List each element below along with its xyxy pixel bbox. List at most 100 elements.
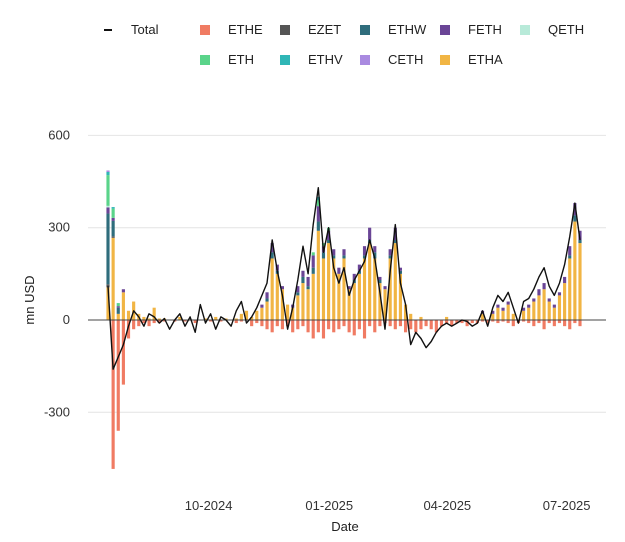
bar-etha [445,316,449,320]
bar-etha [506,304,510,320]
bar-etha [178,316,182,320]
bar-ethe [332,320,336,333]
bar-ethe [142,320,146,324]
bar-ethe [316,320,320,333]
bar-ethw [316,221,320,231]
bar-ethe [424,320,428,327]
bar-ethe [362,320,367,339]
bar-ethe [496,320,500,324]
bar-etha [357,273,361,320]
bar-ethe [357,320,361,330]
bar-ethe [280,320,285,330]
bar-feth [306,276,310,287]
bar-feth [301,270,305,277]
bar-ethe [306,320,310,333]
bar-etha [542,289,546,320]
bar-ethe [265,320,269,330]
bar-ethe [368,320,372,327]
y-tick-label: 300 [48,220,70,235]
legend-label: ETHE [228,22,263,37]
bar-ethe [419,320,423,330]
bar-ethe [403,320,408,333]
bar-etha [142,316,146,320]
bar-ethe [434,320,438,333]
bar-eth [106,175,110,206]
bar-ethe [337,320,341,330]
bar-etha [337,273,341,320]
legend-swatch [440,55,450,65]
bar-etha [244,310,249,320]
bar-etha [265,301,269,320]
bar-ethe [183,320,187,322]
bar-ethw [573,215,577,222]
legend-item-total: Total [104,22,159,37]
bar-etha [214,316,218,320]
bar-etha [306,289,310,320]
bar-eth [116,303,120,307]
bar-etha [285,304,290,320]
bar-ethe [234,320,238,324]
legend-swatch [280,25,290,35]
legend-label: Total [131,22,159,37]
bar-etha [532,301,536,320]
bar-etha [321,258,326,320]
bar-etha [152,307,156,320]
x-tick-label: 07-2025 [543,498,591,513]
bar-etha [327,243,331,320]
bar-feth [311,255,315,268]
bar-feth [332,249,336,256]
bar-ethe [532,320,536,327]
bar-etha [403,304,408,320]
bar-etha [352,283,356,320]
legend-label: EZET [308,22,341,37]
y-gridlines [88,134,606,413]
bar-feth [542,283,546,290]
bar-etha [121,292,125,320]
bar-feth [537,289,541,296]
bar-feth [111,217,115,221]
bar-etha [491,313,495,320]
bar-ethe [568,320,572,330]
bar-ethe [219,320,223,322]
bar-ethe [152,320,156,324]
legend-item-eth: ETH [200,52,254,67]
bar-ethw [327,240,331,244]
bar-etha [147,318,151,320]
bar-feth [557,292,562,296]
legend-item-feth: FETH [440,22,502,37]
bar-ezet [106,284,110,288]
bar-ethw [378,280,382,284]
bar-feth [398,267,403,271]
bar-etha [378,283,382,320]
bar-ethw [578,240,582,244]
bar-etha [106,287,110,320]
total-line-layer [107,186,581,370]
bar-etha [342,258,346,320]
bar-etha [383,289,387,320]
bar-feth [547,298,551,302]
bar-ethe [445,320,449,324]
bar-ethe [542,320,546,330]
bar-etha [527,307,531,320]
bar-etha [255,310,259,320]
bar-feth [378,276,382,280]
bar-ethe [537,320,541,324]
bar-etha [234,318,238,320]
bar-ethe [239,320,243,322]
bar-ethe [121,320,125,385]
bar-etha [568,258,572,320]
bar-etha [373,258,377,320]
bar-ethe [480,320,485,322]
legend-label: FETH [468,22,502,37]
bar-etha [552,307,556,320]
bar-feth [532,298,536,302]
bar-ethe [414,320,418,333]
bar-etha [496,307,500,320]
bar-ethe [563,320,567,327]
bar-etha [126,310,131,320]
y-tick-label: 0 [63,312,70,327]
bar-feth [260,304,264,308]
bar-ezet [111,236,115,238]
legend-swatch [200,25,210,35]
